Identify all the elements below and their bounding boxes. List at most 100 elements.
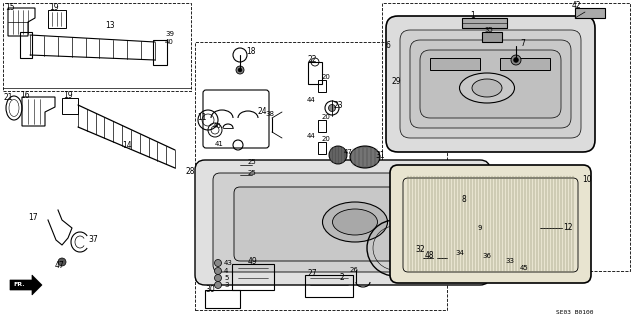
Text: 5: 5 — [224, 275, 228, 281]
Circle shape — [214, 268, 221, 275]
Circle shape — [513, 57, 518, 63]
Bar — [3, 3, 191, 91]
Bar — [153, 40, 167, 65]
Circle shape — [511, 55, 521, 65]
Text: 47: 47 — [55, 261, 65, 270]
Ellipse shape — [333, 209, 378, 235]
Text: 9: 9 — [477, 225, 481, 231]
Text: 46: 46 — [213, 123, 222, 129]
Text: 32: 32 — [415, 246, 424, 255]
Text: 20: 20 — [322, 136, 331, 142]
Text: 15: 15 — [5, 4, 15, 12]
Bar — [232, 264, 274, 290]
Bar — [318, 120, 326, 132]
FancyBboxPatch shape — [400, 30, 581, 138]
Bar — [462, 18, 507, 28]
Text: 21: 21 — [4, 93, 13, 101]
Text: 13: 13 — [105, 21, 115, 31]
Text: 19: 19 — [49, 4, 59, 12]
Circle shape — [329, 146, 347, 164]
Text: 42: 42 — [572, 2, 582, 11]
Circle shape — [58, 258, 66, 266]
Text: 45: 45 — [520, 265, 529, 271]
FancyBboxPatch shape — [420, 50, 561, 118]
Text: 28: 28 — [185, 167, 195, 176]
Text: 19: 19 — [63, 92, 72, 100]
Text: 1: 1 — [470, 11, 475, 19]
Text: 11: 11 — [197, 114, 207, 122]
FancyBboxPatch shape — [410, 40, 571, 128]
Text: 35: 35 — [484, 27, 493, 33]
Text: 20: 20 — [322, 74, 331, 80]
Text: 41: 41 — [215, 141, 224, 147]
FancyBboxPatch shape — [386, 16, 595, 152]
Text: 44: 44 — [307, 97, 316, 103]
Text: 29: 29 — [392, 78, 402, 86]
Text: 44: 44 — [307, 133, 316, 139]
Text: 34: 34 — [455, 250, 464, 256]
Bar — [482, 258, 500, 273]
Text: 16: 16 — [20, 91, 29, 100]
Bar — [318, 142, 326, 154]
Text: 24: 24 — [258, 108, 268, 116]
Text: 12: 12 — [563, 222, 573, 232]
Text: 36: 36 — [482, 253, 491, 259]
Text: 8: 8 — [462, 196, 467, 204]
FancyBboxPatch shape — [213, 173, 472, 272]
Bar — [382, 3, 630, 271]
Text: 43: 43 — [224, 260, 233, 266]
Bar — [318, 80, 326, 92]
Ellipse shape — [460, 73, 515, 103]
Circle shape — [236, 66, 244, 74]
Text: 7: 7 — [520, 40, 525, 48]
FancyBboxPatch shape — [234, 187, 451, 261]
Text: 18: 18 — [246, 48, 255, 56]
Text: 48: 48 — [425, 250, 435, 259]
Text: 22: 22 — [308, 56, 317, 64]
Circle shape — [214, 275, 221, 281]
Bar — [520, 268, 534, 280]
Circle shape — [238, 68, 242, 72]
Circle shape — [214, 259, 221, 266]
Bar — [195, 172, 205, 227]
Bar — [464, 202, 478, 224]
Text: 39: 39 — [165, 31, 174, 37]
Ellipse shape — [472, 79, 502, 97]
Text: 17: 17 — [28, 213, 38, 222]
Text: 4: 4 — [224, 268, 228, 274]
Bar — [20, 32, 32, 58]
Text: 23: 23 — [334, 100, 344, 109]
Polygon shape — [10, 275, 42, 295]
Text: 33: 33 — [505, 258, 514, 264]
Text: 14: 14 — [122, 140, 132, 150]
Text: 27: 27 — [308, 269, 317, 278]
Bar — [62, 98, 78, 114]
Text: 49: 49 — [248, 257, 258, 266]
Bar — [308, 62, 322, 84]
Text: 25: 25 — [248, 170, 257, 176]
Text: 38: 38 — [265, 111, 274, 117]
Ellipse shape — [350, 146, 380, 168]
Text: 31: 31 — [375, 151, 385, 160]
Text: 3: 3 — [224, 282, 228, 288]
Text: 40: 40 — [165, 39, 174, 45]
Bar — [505, 262, 525, 277]
Text: 2: 2 — [340, 273, 345, 283]
Bar — [482, 32, 502, 42]
Bar — [305, 275, 353, 297]
Bar — [195, 42, 447, 310]
Text: 30: 30 — [205, 286, 215, 294]
Text: 10: 10 — [582, 175, 591, 184]
Bar — [500, 58, 550, 70]
Text: 47: 47 — [344, 149, 353, 155]
Ellipse shape — [323, 202, 387, 242]
Bar — [48, 10, 66, 28]
Text: 26: 26 — [350, 267, 359, 273]
Bar — [456, 255, 478, 270]
Text: 25: 25 — [248, 159, 257, 165]
Bar — [575, 8, 605, 18]
Text: FR.: FR. — [13, 283, 24, 287]
Bar — [205, 290, 240, 308]
Bar — [430, 58, 480, 70]
Circle shape — [328, 105, 335, 112]
